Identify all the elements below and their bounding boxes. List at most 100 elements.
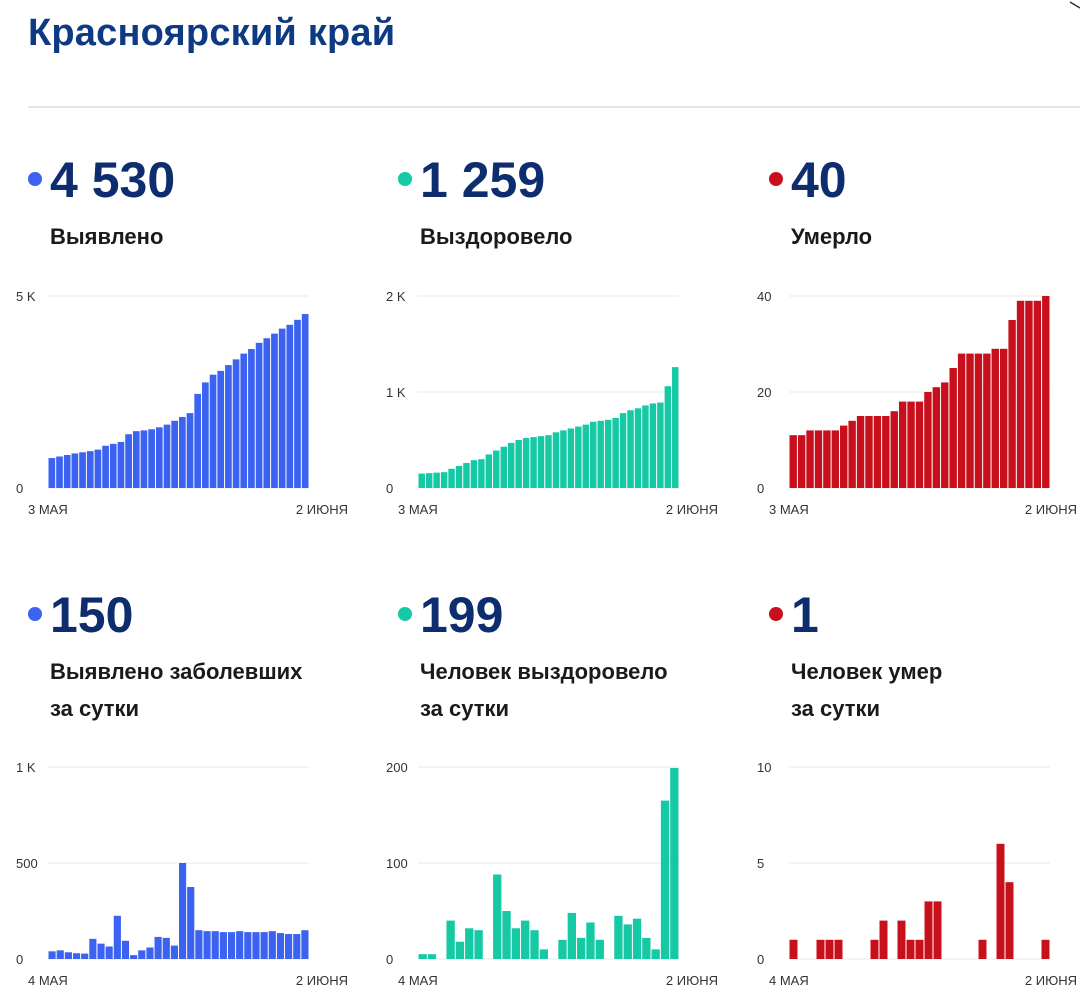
y-tick-label: 5: [757, 856, 764, 871]
bar: [470, 460, 478, 488]
bar: [162, 937, 170, 959]
bar: [515, 440, 522, 488]
bar: [586, 922, 595, 959]
chart-recovered-daily: 0 100 200 4 МАЯ 2 ИЮНЯ: [386, 760, 718, 988]
bar: [816, 939, 825, 959]
bar: [521, 920, 530, 959]
bar: [552, 432, 560, 488]
stat-value: 1 259: [420, 152, 546, 208]
bar: [539, 949, 548, 959]
bar: [64, 952, 72, 959]
red-dot-icon: [769, 607, 783, 621]
bar: [840, 425, 848, 488]
bar: [632, 918, 642, 959]
bar: [294, 319, 301, 488]
bar: [455, 941, 465, 959]
stat-value: 199: [420, 587, 504, 643]
bar: [999, 348, 1008, 488]
x-end-label: 2 ИЮНЯ: [296, 502, 348, 517]
bar: [140, 430, 148, 488]
y-tick-label: 1 K: [16, 760, 36, 775]
bar: [109, 443, 117, 488]
bar: [511, 928, 521, 959]
bar: [276, 933, 285, 959]
x-start-label: 4 МАЯ: [28, 973, 68, 988]
bar: [278, 328, 286, 488]
bar: [211, 931, 219, 959]
y-tick-label: 0: [386, 952, 393, 967]
bar: [915, 939, 924, 959]
bar: [125, 434, 132, 488]
bar: [897, 920, 906, 959]
green-dot-icon: [398, 172, 412, 186]
bar: [879, 920, 888, 959]
chart-confirmed-total: 0 5 K 3 МАЯ 2 ИЮНЯ: [16, 289, 348, 517]
bar: [154, 936, 162, 959]
x-end-label: 2 ИЮНЯ: [1025, 502, 1077, 517]
bar: [455, 465, 463, 488]
bar: [660, 800, 670, 959]
bar: [132, 431, 140, 488]
bar: [268, 931, 276, 959]
y-tick-label: 0: [16, 952, 23, 967]
x-start-label: 3 МАЯ: [398, 502, 438, 517]
bar: [932, 387, 941, 488]
bar: [1008, 320, 1016, 488]
bar: [522, 438, 530, 488]
bar: [545, 435, 552, 488]
bar: [48, 458, 56, 488]
y-tick-label: 5 K: [16, 289, 36, 304]
bar: [789, 435, 797, 488]
bar: [814, 430, 823, 488]
red-dot-icon: [769, 172, 783, 186]
panel-deaths-total: 40 Умерло 0 20 40 3 МАЯ 2 ИЮНЯ: [757, 150, 1080, 550]
bar: [179, 416, 186, 488]
stat-value: 40: [791, 152, 847, 208]
y-tick-label: 100: [386, 856, 408, 871]
bar: [590, 421, 597, 488]
bar: [890, 411, 898, 488]
bar: [448, 468, 455, 488]
bar: [493, 450, 500, 488]
y-tick-label: 0: [757, 481, 764, 496]
bar: [248, 348, 255, 488]
bar: [831, 430, 840, 488]
bar: [642, 937, 651, 959]
y-tick-label: 10: [757, 760, 771, 775]
bar: [991, 348, 999, 488]
bar: [797, 435, 806, 488]
bar: [834, 939, 843, 959]
stat-value: 1: [791, 587, 819, 643]
bar: [48, 951, 56, 959]
bar: [1041, 939, 1050, 959]
y-tick-label: 0: [757, 952, 764, 967]
green-dot-icon: [398, 607, 412, 621]
y-tick-label: 0: [16, 481, 23, 496]
chart-confirmed-daily: 0 500 1 K 4 МАЯ 2 ИЮНЯ: [16, 760, 348, 988]
stat-value: 4 530: [50, 152, 176, 208]
bar: [418, 473, 425, 488]
bar: [255, 342, 263, 488]
close-icon[interactable]: [1068, 0, 1080, 12]
bar: [155, 427, 163, 488]
bar: [949, 368, 957, 488]
bar: [597, 420, 604, 488]
bar: [576, 937, 586, 959]
y-tick-label: 1 K: [386, 385, 406, 400]
bar: [558, 939, 567, 959]
bar: [1005, 882, 1014, 959]
bar: [227, 932, 236, 959]
bar: [485, 454, 493, 488]
bar: [478, 459, 485, 488]
x-start-label: 3 МАЯ: [769, 502, 809, 517]
bar: [634, 408, 642, 488]
bar: [89, 938, 97, 959]
bar: [236, 931, 244, 959]
bar: [672, 367, 679, 488]
bar: [203, 931, 211, 959]
stat-label: Умерло: [791, 224, 873, 249]
x-start-label: 4 МАЯ: [398, 973, 438, 988]
bar: [463, 463, 470, 488]
bar: [530, 437, 537, 488]
chart-deaths-total: 0 20 40 3 МАЯ 2 ИЮНЯ: [757, 289, 1077, 517]
